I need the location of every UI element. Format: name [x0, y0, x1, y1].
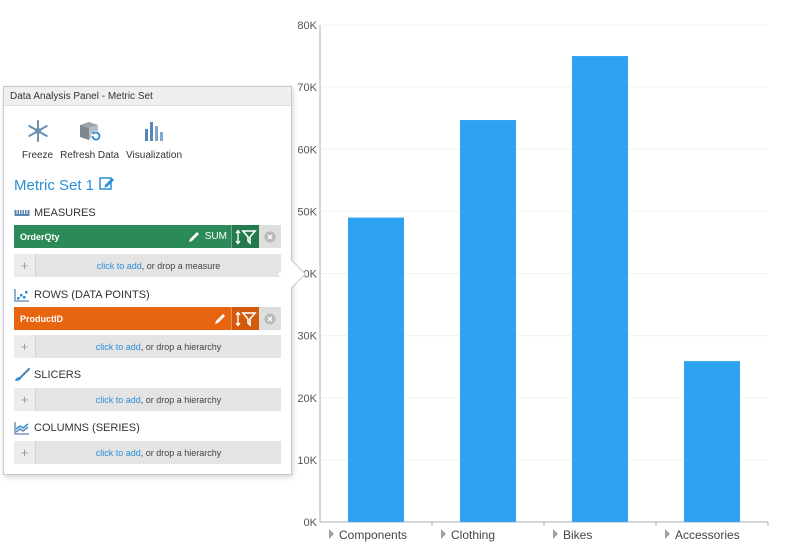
x-tick-label[interactable]: Bikes — [563, 528, 592, 542]
measures-label: MEASURES — [34, 207, 96, 219]
columns-heading: COLUMNS (SERIES) — [14, 421, 140, 435]
measures-heading: MEASURES — [14, 207, 96, 219]
slicer-brush-icon — [14, 368, 30, 382]
rows-drop-hint: , or drop a hierarchy — [140, 341, 222, 352]
x-tick-label[interactable]: Components — [339, 528, 407, 542]
sort-filter-icon[interactable] — [231, 225, 259, 248]
columns-drop-text: click to add, or drop a hierarchy — [36, 448, 281, 458]
measures-click-to-add[interactable]: click to add — [96, 260, 142, 271]
y-tick-label: 50K — [297, 206, 317, 218]
y-tick-label: 80K — [297, 20, 317, 32]
columns-label: COLUMNS (SERIES) — [34, 422, 140, 434]
edit-pencil-icon[interactable] — [184, 230, 205, 243]
columns-drop-zone[interactable]: + click to add, or drop a hierarchy — [14, 441, 281, 464]
measures-drop-text: click to add, or drop a measure — [36, 261, 281, 271]
add-column-icon[interactable]: + — [14, 441, 36, 464]
panel-title: Data Analysis Panel - Metric Set — [4, 87, 291, 106]
row-field-productid[interactable]: ProductID — [14, 307, 281, 330]
refresh-data-button[interactable]: Refresh Data — [60, 118, 119, 183]
ruler-icon — [14, 208, 30, 218]
columns-drop-hint: , or drop a hierarchy — [140, 447, 222, 458]
slicers-click-to-add[interactable]: click to add — [95, 394, 141, 405]
expand-triangle-icon[interactable] — [665, 529, 670, 539]
metric-set-name: Metric Set 1 — [14, 176, 95, 194]
rows-heading: ROWS (DATA POINTS) — [14, 288, 150, 302]
remove-field-icon[interactable] — [259, 225, 281, 248]
x-tick-label[interactable]: Accessories — [675, 528, 740, 542]
freeze-button[interactable]: Freeze — [22, 118, 53, 183]
slicers-heading: SLICERS — [14, 368, 81, 382]
edit-metric-set-icon[interactable] — [99, 175, 115, 195]
remove-field-icon[interactable] — [259, 307, 281, 330]
columns-click-to-add[interactable]: click to add — [95, 447, 141, 458]
visualization-label: Visualization — [126, 150, 183, 161]
expand-triangle-icon[interactable] — [553, 529, 558, 539]
aggregation-selector[interactable]: SUM — [204, 231, 227, 242]
data-analysis-panel: Data Analysis Panel - Metric Set Freeze — [3, 86, 292, 475]
visualization-button[interactable]: Visualization — [126, 118, 182, 183]
metric-set-title: Metric Set 1 — [14, 175, 115, 195]
expand-triangle-icon[interactable] — [329, 529, 334, 539]
row-field-name: ProductID — [20, 313, 64, 324]
edit-pencil-icon[interactable] — [210, 312, 231, 325]
slicers-drop-text: click to add, or drop a hierarchy — [36, 395, 281, 405]
add-row-icon[interactable]: + — [14, 335, 36, 358]
bar-bikes[interactable] — [572, 56, 628, 522]
sort-filter-icon[interactable] — [231, 307, 259, 330]
rows-drop-text: click to add, or drop a hierarchy — [36, 342, 281, 352]
measures-drop-hint: , or drop a measure — [141, 260, 221, 271]
measures-drop-zone[interactable]: + click to add, or drop a measure — [14, 254, 281, 277]
refresh-data-icon — [77, 118, 103, 144]
rows-click-to-add[interactable]: click to add — [95, 341, 141, 352]
snowflake-icon — [25, 118, 51, 144]
y-tick-label: 10K — [297, 455, 317, 467]
y-tick-label: 70K — [297, 82, 317, 94]
y-tick-label: 20K — [297, 393, 317, 405]
bar-clothing[interactable] — [460, 120, 516, 523]
refresh-data-label: Refresh Data — [60, 150, 120, 161]
slicers-drop-hint: , or drop a hierarchy — [140, 394, 222, 405]
expand-triangle-icon[interactable] — [441, 529, 446, 539]
y-tick-label: 0K — [304, 517, 318, 529]
measure-field-name: OrderQty — [20, 231, 60, 242]
slicers-drop-zone[interactable]: + click to add, or drop a hierarchy — [14, 388, 281, 411]
measure-field-orderqty[interactable]: OrderQty SUM — [14, 225, 281, 248]
scatter-points-icon — [14, 288, 30, 302]
bar-accessories[interactable] — [684, 361, 740, 522]
panel-toolbar: Freeze Refresh Data — [4, 106, 291, 183]
bar-chart-icon — [141, 118, 167, 144]
rows-label: ROWS (DATA POINTS) — [34, 289, 150, 301]
slicers-label: SLICERS — [34, 369, 82, 381]
x-tick-label[interactable]: Clothing — [451, 528, 495, 542]
add-slicer-icon[interactable]: + — [14, 388, 36, 411]
bar-components[interactable] — [348, 217, 404, 522]
y-tick-label: 60K — [297, 144, 317, 156]
rows-drop-zone[interactable]: + click to add, or drop a hierarchy — [14, 335, 281, 358]
series-lines-icon — [14, 421, 30, 435]
y-tick-label: 30K — [297, 331, 317, 343]
freeze-label: Freeze — [22, 150, 54, 161]
add-measure-icon[interactable]: + — [14, 254, 36, 277]
